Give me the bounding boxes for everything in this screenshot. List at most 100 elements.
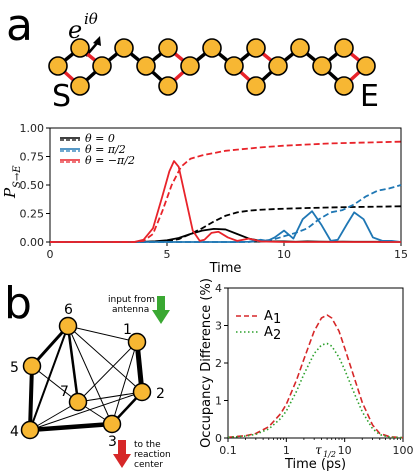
network-node-label: 2 [156,386,165,402]
series-line [227,342,404,439]
network-node-label: 5 [10,360,19,376]
legend-label: θ = 0 [85,132,115,145]
input-label-line1: input from [108,295,155,305]
y-tick-label: 1.00 [20,122,45,135]
panel-a-letter: a [6,0,33,51]
panel-b-letter: b [4,278,32,329]
network-edge-weak [77,391,143,403]
x-tick-label: 1 [283,444,290,457]
chain-node [290,38,310,58]
tau-annotation: τ [315,443,322,457]
output-label-line1: to the [134,440,161,450]
output-arrow [113,440,131,468]
chain-node [158,76,178,96]
y-tick-label: 3 [215,320,222,333]
chain-node [92,56,112,76]
y-tick-label: 0 [215,432,222,445]
y-tick-label: 0.75 [20,151,45,164]
chain-node [158,38,178,58]
x-tick-label: 5 [164,248,171,261]
chain-node [356,56,376,76]
series-line [50,160,401,243]
phase-base: e [68,16,82,44]
network-edge-weak [67,325,143,393]
network-node-label: 7 [60,384,69,400]
chain-node [48,56,68,76]
series-line [50,205,402,243]
x-tick-label: 10 [338,444,352,457]
network-graph: 1 2 3 4 5 6 7 [10,302,165,450]
tau-annotation-sub: 1/2 [323,450,336,459]
chain-node [114,38,134,58]
chain-graph [48,38,376,96]
series-line [227,314,404,439]
x-tick-label: 100 [393,444,414,457]
chain-node [246,38,266,58]
chain-node [334,76,354,96]
input-arrow [152,296,170,324]
network-edge-strong [29,325,69,431]
phase-label: e iθ [68,10,98,44]
y-tick-label: 1 [215,395,222,408]
network-edge-weak [111,341,138,425]
network-edge-strong [66,325,80,403]
y-tick-label: 4 [215,282,222,295]
y-axis-label: Occupancy Difference (%) [199,278,214,448]
y-tick-label: 2 [215,357,222,370]
network-node [132,382,152,402]
y-axis-label: P [1,187,19,199]
network-edge-weak [29,391,143,431]
chain-node [224,56,244,76]
network-edge-weak [77,341,138,403]
chain-node [202,38,222,58]
legend-label: θ = −π/2 [85,154,135,167]
x-axis-label: Time (ps) [284,457,346,472]
network-node [22,356,42,376]
output-label-line2: reaction [134,450,171,460]
input-label-line2: antenna [112,305,149,315]
network-edge-weak [67,325,138,343]
network-edge-strong [28,365,34,431]
network-edge-weak [67,325,113,425]
x-tick-label: 0 [47,248,54,261]
y-tick-label: 0.00 [20,236,45,249]
chain-node [70,38,90,58]
network-node [20,420,40,440]
legend-label-sub: 2 [273,328,281,343]
end-label: E [360,79,379,114]
start-label: S [52,79,71,114]
legend-label-sub: 1 [273,312,281,327]
chain-node [334,38,354,58]
x-tick-label: 15 [394,248,408,261]
network-node [58,316,78,336]
legend-label: A [264,309,273,324]
y-axis-label-sub: S→E [12,165,23,188]
x-axis-label: Time [209,261,242,276]
x-tick-label: 10 [277,248,291,261]
phase-superscript: iθ [84,10,98,28]
plot-frame [227,287,404,439]
network-node [102,414,122,434]
chain-node [246,76,266,96]
network-node-label: 1 [123,322,132,338]
y-tick-label: 0.25 [20,208,45,221]
network-edge-strong [29,421,113,433]
legend-label: A [264,325,273,340]
output-label-line3: center [134,460,163,470]
network-node [68,392,88,412]
x-tick-label: 0.1 [219,444,237,457]
network-edge-weak [31,365,79,403]
network-node [127,332,147,352]
legend-label: θ = π/2 [85,143,126,156]
chain-node [312,56,332,76]
chain-node [70,76,90,96]
chain-node [180,56,200,76]
network-edge-weak [29,401,79,431]
chain-node [136,56,156,76]
series-line [50,184,402,243]
chain-node [268,56,288,76]
y-tick-label: 0.50 [20,179,45,192]
